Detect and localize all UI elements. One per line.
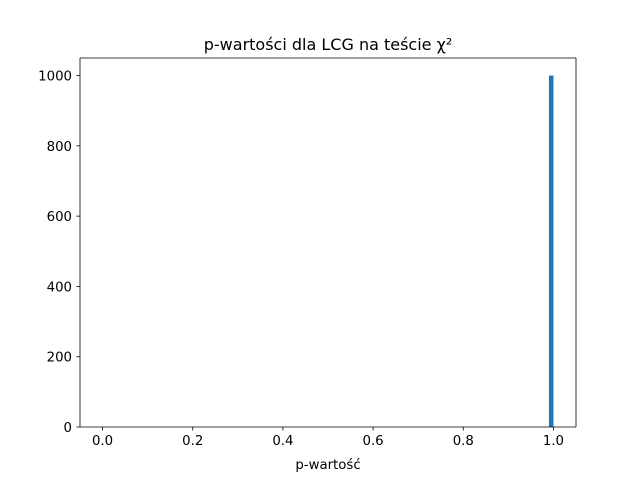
y-tick-label: 200 — [47, 351, 72, 366]
y-tick-label: 1000 — [38, 70, 72, 85]
bars-layer — [548, 75, 554, 428]
x-axis-label: p-wartość — [295, 457, 360, 473]
x-tick-label: 1.0 — [543, 434, 564, 449]
x-tick-label: 0.6 — [363, 434, 384, 449]
axes-layer: 0.0 0.2 0.4 0.6 0.8 1.0 0 200 400 600 800 1000 — [38, 57, 577, 449]
x-tick-label: 0.0 — [92, 434, 113, 449]
x-tick-label: 0.4 — [272, 434, 293, 449]
y-tick-label: 0 — [64, 421, 72, 436]
histogram-bar — [548, 75, 554, 428]
y-tick-label: 400 — [47, 280, 72, 295]
chart-title: p-wartości dla LCG na teście χ² — [204, 35, 453, 54]
x-tick-label: 0.2 — [182, 434, 203, 449]
y-tick-label: 600 — [47, 210, 72, 225]
y-tick-label: 800 — [47, 140, 72, 155]
x-tick-label: 0.8 — [453, 434, 474, 449]
